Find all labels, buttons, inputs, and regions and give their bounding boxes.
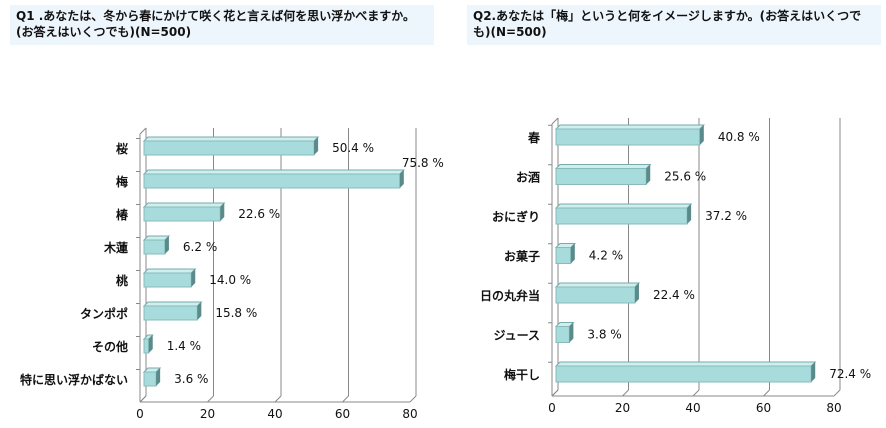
x-tick-label: 20 — [615, 401, 630, 415]
bar-top — [142, 136, 320, 142]
bar — [555, 247, 572, 264]
bar — [143, 206, 221, 222]
bar-side — [687, 204, 692, 224]
category-label: 桜 — [116, 141, 128, 156]
x-tick-label: 80 — [826, 401, 841, 415]
bar-side — [570, 243, 575, 264]
bar-side — [811, 362, 816, 382]
bar-side — [399, 170, 404, 188]
category-label: 桃 — [116, 273, 128, 288]
x-tick-label: 0 — [548, 401, 556, 415]
data-label: 14.0 % — [209, 273, 251, 287]
x-tick-label: 40 — [685, 401, 700, 415]
bar — [555, 168, 647, 185]
data-label: 1.4 % — [167, 339, 201, 353]
category-label: お菓子 — [504, 249, 540, 264]
grid-foot — [409, 395, 417, 403]
bar-side — [164, 236, 169, 254]
grid-foot — [551, 389, 559, 397]
data-label: 40.8 % — [718, 130, 760, 144]
grid-foot — [207, 395, 214, 403]
wall-edge — [551, 117, 559, 125]
grid-foot — [763, 389, 770, 397]
bar-top — [554, 203, 693, 209]
bar-side — [148, 335, 153, 353]
bar — [143, 272, 192, 288]
bar-top — [554, 164, 652, 169]
q2-title: Q2.あなたは「梅」というと何をイメージしますか。(お答えはいくつでも)(N=5… — [467, 5, 881, 45]
data-label: 37.2 % — [705, 209, 747, 223]
bar-top — [142, 235, 171, 241]
bar — [143, 338, 150, 354]
x-tick-label: 60 — [335, 407, 350, 421]
bar-top — [142, 268, 197, 274]
bar-top — [554, 361, 817, 367]
bar-side — [220, 203, 225, 221]
bar-top — [554, 282, 641, 288]
bar-top — [142, 202, 226, 208]
category-label: お酒 — [516, 171, 540, 185]
data-label: 50.4 % — [332, 141, 374, 155]
data-label: 4.2 % — [589, 249, 623, 263]
category-label: その他 — [92, 339, 128, 354]
data-label: 72.4 % — [829, 367, 871, 381]
bar — [143, 140, 315, 156]
bar-side — [156, 368, 161, 386]
data-label: 15.8 % — [215, 306, 257, 320]
bar-side — [646, 164, 651, 185]
bar — [555, 365, 812, 383]
bar-side — [197, 302, 202, 320]
grid-foot — [274, 395, 282, 403]
category-label: ジュース — [493, 329, 540, 343]
grid-foot — [622, 389, 629, 397]
grid-foot — [139, 395, 147, 403]
bar — [555, 326, 570, 343]
x-tick-label: 60 — [756, 401, 771, 415]
data-label: 22.4 % — [653, 288, 695, 302]
data-label: 3.8 % — [587, 328, 621, 342]
bar — [555, 286, 636, 304]
bar-side — [634, 283, 639, 303]
bar-side — [569, 322, 574, 343]
category-label: 特に思い浮かばない — [20, 372, 128, 387]
data-label: 6.2 % — [183, 240, 217, 254]
grid-foot — [342, 395, 349, 403]
data-label: 75.8 % — [402, 156, 444, 170]
bar — [143, 371, 157, 387]
bar — [555, 207, 688, 225]
bar-side — [191, 269, 196, 287]
category-label: 日の丸弁当 — [480, 288, 540, 303]
grid-foot — [833, 389, 841, 397]
bar — [143, 305, 198, 321]
x-tick-label: 20 — [200, 407, 215, 421]
data-label: 3.6 % — [174, 372, 208, 386]
bar — [143, 173, 401, 189]
category-label: 春 — [527, 130, 541, 145]
x-tick-label: 80 — [402, 407, 417, 421]
data-label: 25.6 % — [664, 170, 706, 184]
bar — [555, 128, 701, 146]
x-tick-label: 40 — [267, 407, 282, 421]
bar-side — [314, 137, 319, 155]
bar-side — [699, 125, 704, 145]
category-label: 木蓮 — [103, 240, 128, 255]
bar-top — [142, 169, 406, 175]
bar-top — [554, 124, 706, 130]
wall-edge — [139, 127, 147, 135]
data-label: 22.6 % — [238, 207, 280, 221]
category-label: 梅 — [116, 174, 128, 189]
grid-foot — [692, 389, 700, 397]
category-label: 梅干し — [504, 367, 540, 382]
category-label: タンポポ — [80, 306, 128, 321]
bar — [143, 239, 166, 255]
category-label: 椿 — [116, 207, 129, 222]
q1-title: Q1 .あなたは、冬から春にかけて咲く花と言えば何を思い浮かべますか。(お答えは… — [10, 5, 434, 45]
x-tick-label: 0 — [136, 407, 144, 421]
bar-top — [142, 301, 203, 307]
category-label: おにぎり — [492, 209, 540, 224]
